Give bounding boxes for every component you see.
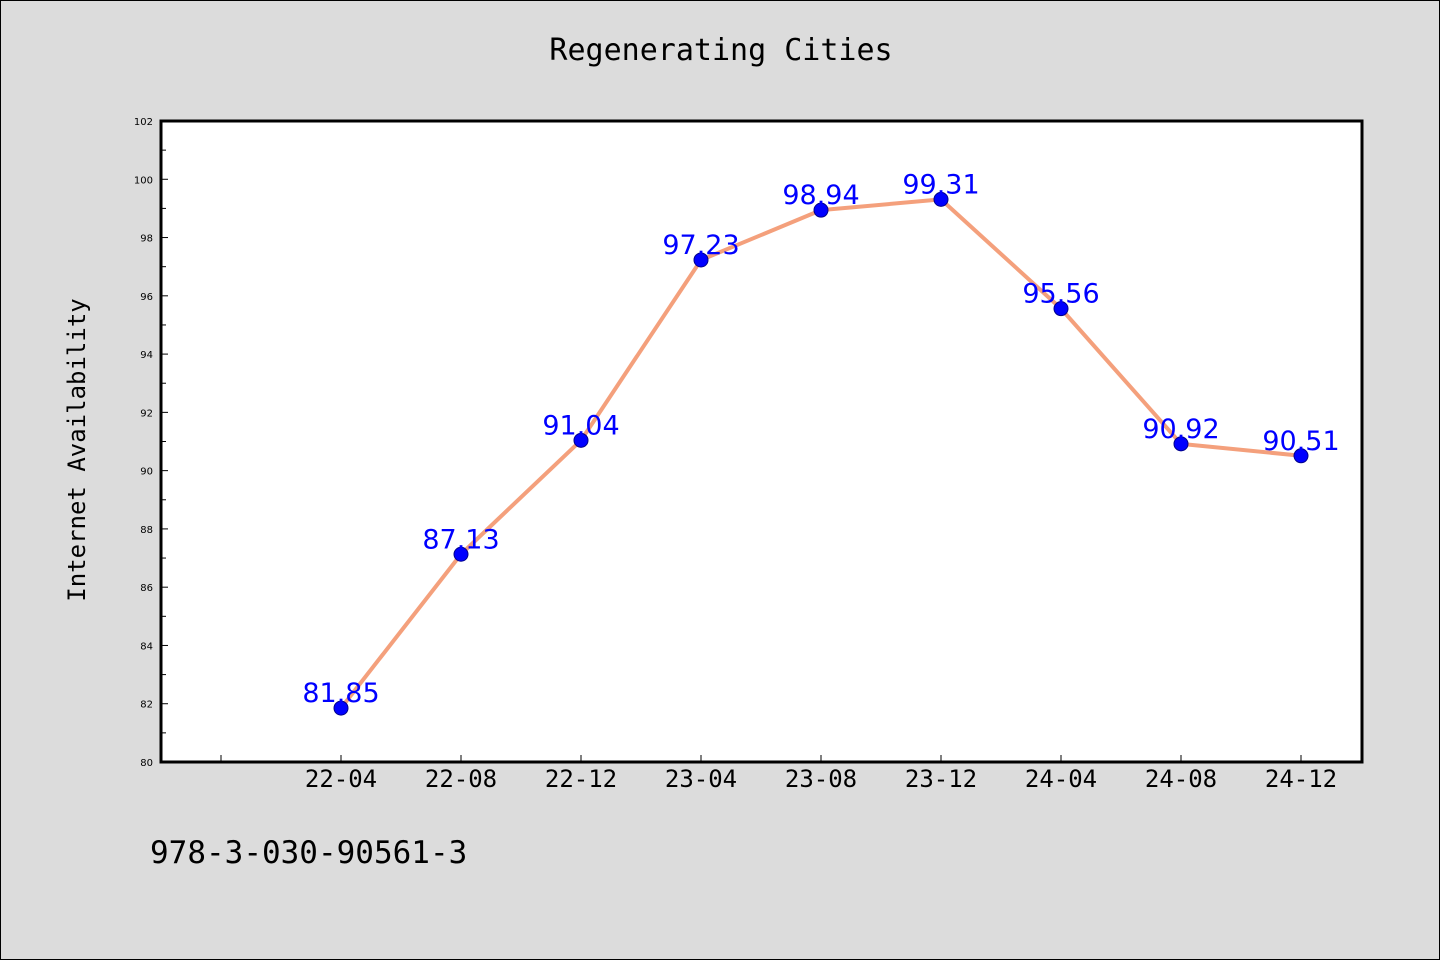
data-label: 91.04	[542, 410, 619, 441]
footer-id-text: 978-3-030-90561-3	[150, 835, 468, 871]
data-label: 90.51	[1262, 426, 1339, 457]
data-point	[693, 252, 709, 268]
x-tick-label: 24-04	[1025, 765, 1097, 793]
y-axis-label: Internet Availability	[63, 298, 91, 602]
data-label: 97.23	[662, 230, 739, 261]
x-axis: 22-04 22-08 22-12 23-04 23-08 23-12 24-04 24-08…	[220, 755, 1337, 793]
x-tick-label: 24-08	[1145, 765, 1217, 793]
y-tick-label: 96	[140, 292, 153, 303]
plot-area	[159, 119, 1364, 764]
x-tick-label: 22-12	[545, 765, 617, 793]
y-tick-label: 100	[134, 175, 153, 186]
data-label: 87.13	[422, 524, 499, 555]
y-axis: 80 82 84 86 88 90 92 94 96 98 100 102	[134, 117, 168, 769]
y-tick-label: 92	[140, 408, 153, 419]
x-tick-label: 23-08	[785, 765, 857, 793]
data-label: 90.92	[1142, 414, 1219, 445]
y-tick-label: 98	[140, 234, 153, 245]
y-tick-label: 82	[140, 700, 153, 711]
data-point	[1053, 301, 1069, 317]
x-tick-label: 23-12	[905, 765, 977, 793]
data-point	[933, 191, 949, 207]
x-tick-label: 22-04	[305, 765, 377, 793]
y-tick-label: 80	[140, 758, 153, 769]
x-tick-label: 24-12	[1265, 765, 1337, 793]
data-point	[453, 546, 469, 562]
y-tick-label: 88	[140, 525, 153, 536]
y-tick-label: 86	[140, 583, 153, 594]
y-tick-label: 94	[140, 350, 153, 361]
x-tick-label: 22-08	[425, 765, 497, 793]
data-label: 81.85	[302, 678, 379, 709]
data-point	[573, 432, 589, 448]
y-tick-label: 90	[140, 467, 153, 478]
data-label: 98.94	[782, 180, 859, 211]
data-point	[1173, 436, 1189, 452]
data-point	[813, 202, 829, 218]
data-label: 99.31	[902, 169, 979, 200]
x-tick-label: 23-04	[665, 765, 737, 793]
data-point	[1293, 448, 1309, 464]
data-label: 95.56	[1022, 279, 1099, 310]
series-group: 81.85 87.13 91.04 97.23 98.94 99.31 95.56 90.92…	[302, 169, 1340, 716]
data-point	[333, 700, 349, 716]
y-tick-label: 84	[140, 641, 153, 652]
chart-title: Regenerating Cities	[549, 33, 893, 68]
y-tick-label: 102	[134, 117, 153, 128]
